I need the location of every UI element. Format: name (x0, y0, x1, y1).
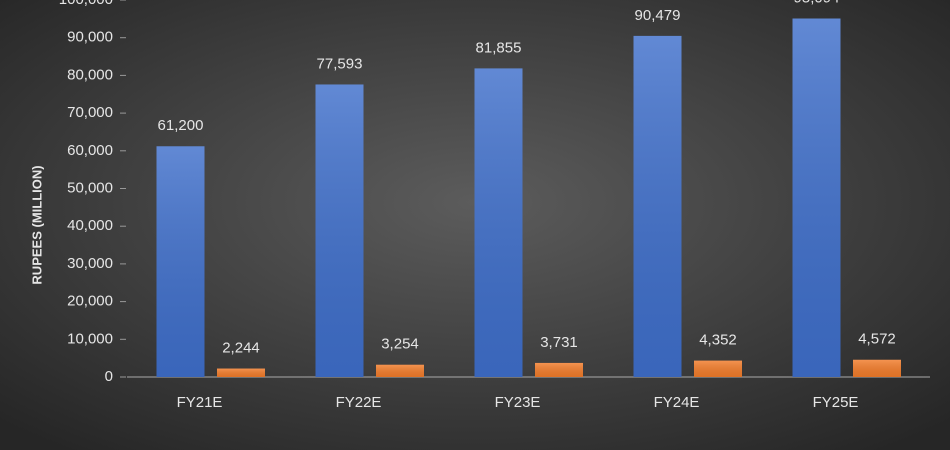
value-label: 4,572 (858, 331, 896, 348)
bar-shade (853, 359, 901, 377)
bar-shade (156, 146, 205, 377)
y-tick-label: 100,000 (59, 0, 113, 8)
value-label: 4,352 (699, 332, 737, 349)
x-tick-label: FY25E (813, 394, 859, 411)
y-tick-label: 70,000 (67, 104, 113, 121)
y-axis-title: RUPEES (MILLION) (29, 165, 44, 284)
bar-shade (535, 362, 583, 377)
value-label: 3,254 (381, 336, 419, 353)
x-tick-label: FY24E (654, 394, 700, 411)
y-tick-label: 50,000 (67, 179, 113, 196)
value-label: 2,244 (222, 340, 260, 357)
y-tick-label: 80,000 (67, 66, 113, 83)
y-tick-label: 40,000 (67, 217, 113, 234)
y-tick-label: 90,000 (67, 29, 113, 46)
value-label: 61,200 (158, 117, 204, 134)
bar-shade (217, 368, 265, 377)
value-label: 95,094 (794, 0, 840, 6)
bar-shade (315, 84, 364, 377)
value-label: 90,479 (635, 7, 681, 24)
bar-shade (792, 18, 841, 378)
bar-shade (376, 364, 424, 377)
x-tick-label: FY23E (495, 394, 541, 411)
x-tick-label: FY21E (177, 394, 223, 411)
bar-shade (633, 35, 682, 378)
y-tick-label: 0 (105, 368, 113, 385)
x-tick-label: FY22E (336, 394, 382, 411)
value-label: 77,593 (317, 55, 363, 72)
y-tick-label: 20,000 (67, 293, 113, 310)
y-tick-label: 10,000 (67, 330, 113, 347)
value-label: 81,855 (476, 39, 522, 56)
bar-shade (694, 360, 742, 377)
y-tick-label: 30,000 (67, 255, 113, 272)
bar-shade (474, 68, 523, 377)
y-tick-label: 60,000 (67, 142, 113, 159)
value-label: 3,731 (540, 334, 578, 351)
